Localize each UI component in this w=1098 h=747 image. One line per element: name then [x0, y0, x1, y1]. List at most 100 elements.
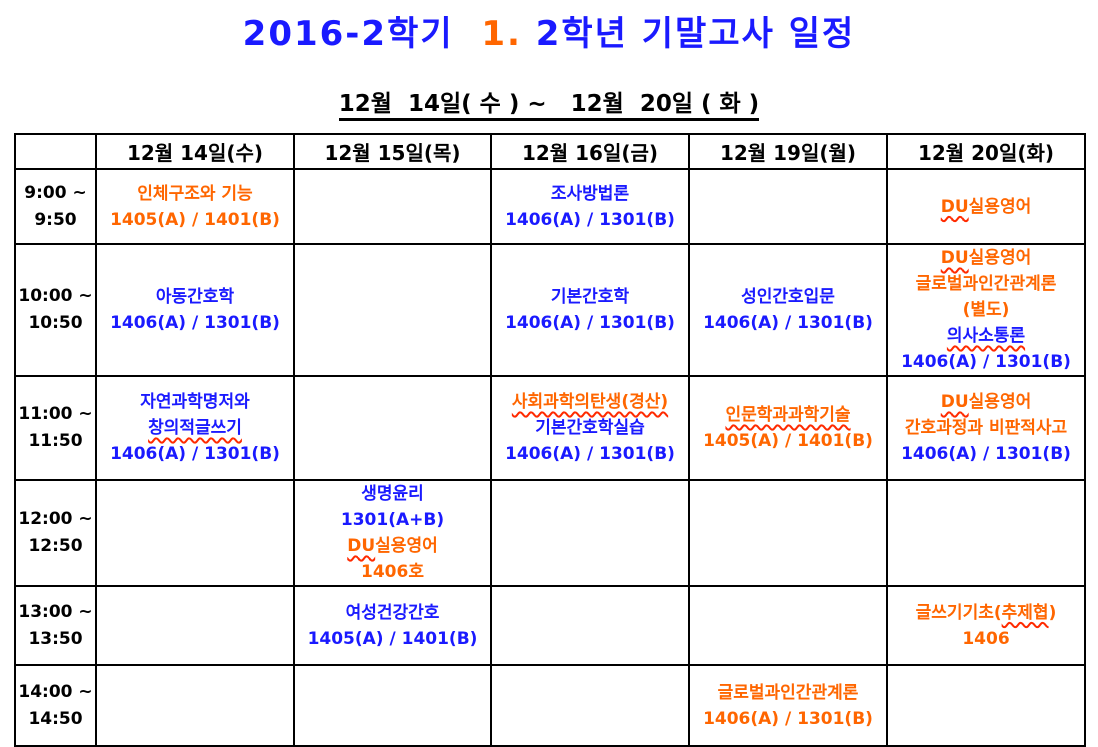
text-segment: (별도) [962, 300, 1010, 320]
cell-line: 글쓰기기초(추제협) [889, 600, 1083, 626]
schedule-cell [95, 479, 295, 587]
text-segment: ) [1048, 602, 1057, 623]
cell-line: 의사소통론 [889, 323, 1083, 349]
day-header: 12월 19일(월) [688, 133, 888, 170]
text-segment: 글쓰기기초( [915, 602, 1002, 623]
cell-line: 글로벌과인간관계론 [691, 680, 885, 706]
schedule-table: 12월 14일(수) 12월 15일(목) 12월 16일(금) 12월 19일(월)… [14, 133, 1086, 747]
time-line: 13:00 ~ [18, 601, 93, 622]
text-segment: 생명윤리 [361, 484, 424, 504]
schedule-cell: DU실용영어 글로벌과인간관계론 (별도) 의사소통론 1406(A) / 1301(B… [886, 243, 1086, 377]
text-segment: 실용영어 [968, 248, 1032, 268]
text-segment: 간호과정과 비판적사고 [904, 418, 1068, 438]
cell-line: 조사방법론 [493, 181, 687, 207]
cell-line: 글로벌과인간관계론 [889, 271, 1083, 297]
schedule-cell: 성인간호입문 1406(A) / 1301(B) [688, 243, 888, 377]
schedule-cell: 여성건강간호 1405(A) / 1401(B) [293, 585, 492, 666]
schedule-cell [95, 585, 295, 666]
cell-line: DU실용영어 [889, 194, 1083, 220]
text-segment: 자연과학명저와 [140, 392, 250, 412]
cell-line: 1406 [889, 626, 1083, 652]
cell-line: 1406(A) / 1301(B) [493, 310, 687, 336]
time-line: 13:50 [28, 628, 83, 649]
time-line: 9:00 ~ [24, 182, 87, 203]
time-cell: 9:00 ~ 9:50 [14, 168, 97, 245]
cell-line: (별도) [889, 297, 1083, 323]
time-cell: 11:00 ~ 11:50 [14, 375, 97, 481]
cell-line: 1405(A) / 1401(B) [296, 626, 489, 652]
schedule-cell [95, 664, 295, 747]
title-segment: 2학년 기말고사 일정 [521, 14, 856, 54]
cell-line: DU실용영어 [889, 246, 1083, 271]
text-segment: 1405(A) / 1401(B) [703, 431, 873, 451]
time-line: 14:00 ~ [18, 681, 93, 702]
text-segment: 1301(A+B) [340, 510, 445, 530]
schedule-cell [293, 168, 492, 245]
schedule-cell: 글로벌과인간관계론 1406(A) / 1301(B) [688, 664, 888, 747]
text-segment: 1406(A) / 1301(B) [901, 352, 1071, 372]
text-segment: 실용영어 [968, 196, 1032, 217]
text-segment: 1406(A) / 1301(B) [505, 209, 675, 230]
schedule-cell [688, 479, 888, 587]
schedule-cell: 기본간호학 1406(A) / 1301(B) [490, 243, 690, 377]
cell-line: 1406(A) / 1301(B) [889, 441, 1083, 467]
time-cell: 10:00 ~ 10:50 [14, 243, 97, 377]
day-header: 12월 20일(화) [886, 133, 1086, 170]
time-line: 9:50 [34, 209, 77, 230]
schedule-cell [490, 664, 690, 747]
cell-line: 생명윤리 [296, 482, 489, 507]
schedule-cell [688, 585, 888, 666]
schedule-cell: DU실용영어 [886, 168, 1086, 245]
page-subtitle: 12월 14일( 수 ) ~ 12월 20일 ( 화 ) [0, 84, 1098, 121]
text-segment: 1406(A) / 1301(B) [703, 313, 873, 333]
cell-line: 인체구조와 기능 [98, 181, 292, 207]
cell-line: 창의적글쓰기 [98, 415, 292, 441]
schedule-cell [490, 585, 690, 666]
cell-line: 1301(A+B) [296, 507, 489, 533]
text-segment: 1406(A) / 1301(B) [110, 444, 280, 464]
text-segment: 글로벌과인간관계론 [717, 682, 859, 703]
cell-line: 1406(A) / 1301(B) [493, 207, 687, 233]
cell-line: 1406(A) / 1301(B) [691, 706, 885, 732]
cell-line: 1406(A) / 1301(B) [98, 441, 292, 467]
cell-line: 사회과학의탄생(경산) [493, 389, 687, 415]
text-segment: 인체구조와 기능 [137, 183, 253, 204]
day-header: 12월 14일(수) [95, 133, 295, 170]
cell-line: 아동간호학 [98, 284, 292, 310]
text-segment: 실용영어 [968, 392, 1032, 412]
text-segment: 기본간호학 [550, 287, 630, 307]
cell-line: DU실용영어 [296, 533, 489, 559]
corner-cell [14, 133, 97, 170]
text-segment: 1406호 [361, 562, 424, 582]
cell-line: 1406호 [296, 559, 489, 584]
time-cell: 13:00 ~ 13:50 [14, 585, 97, 666]
cell-line: 성인간호입문 [691, 284, 885, 310]
text-segment: 성인간호입문 [741, 287, 835, 307]
title-segment: 1. [481, 14, 522, 54]
text-segment: 아동간호학 [155, 287, 235, 307]
table-row: 13:00 ~ 13:50 여성건강간호 1405(A) / 1401(B) 글쓰기기초… [14, 585, 1086, 666]
table-row: 14:00 ~ 14:50 글로벌과인간관계론 1406(A) / 1301(B) [14, 664, 1086, 747]
cell-line: 여성건강간호 [296, 600, 489, 626]
schedule-cell: 사회과학의탄생(경산) 기본간호학실습 1406(A) / 1301(B) [490, 375, 690, 481]
cell-line: 자연과학명저와 [98, 389, 292, 415]
cell-line: 1406(A) / 1301(B) [889, 349, 1083, 374]
text-segment: 1405(A) / 1401(B) [307, 628, 478, 649]
text-segment: 1406(A) / 1301(B) [703, 708, 873, 729]
schedule-table-body: 12월 14일(수) 12월 15일(목) 12월 16일(금) 12월 19일(월)… [14, 133, 1086, 747]
time-line: 12:00 ~ [18, 509, 93, 529]
text-segment: 인문학과과학기술 [725, 405, 851, 425]
schedule-cell: 생명윤리 1301(A+B) DU실용영어 1406호 [293, 479, 492, 587]
time-line: 10:00 ~ [18, 286, 93, 306]
cell-line: 1406(A) / 1301(B) [493, 441, 687, 467]
text-segment: DU [347, 536, 376, 556]
text-segment: 1405(A) / 1401(B) [110, 209, 280, 230]
schedule-cell [886, 664, 1086, 747]
schedule-cell [886, 479, 1086, 587]
schedule-cell: 조사방법론 1406(A) / 1301(B) [490, 168, 690, 245]
cell-line: 1406(A) / 1301(B) [98, 310, 292, 336]
schedule-cell: 인문학과과학기술 1405(A) / 1401(B) [688, 375, 888, 481]
text-segment: DU [940, 392, 969, 412]
